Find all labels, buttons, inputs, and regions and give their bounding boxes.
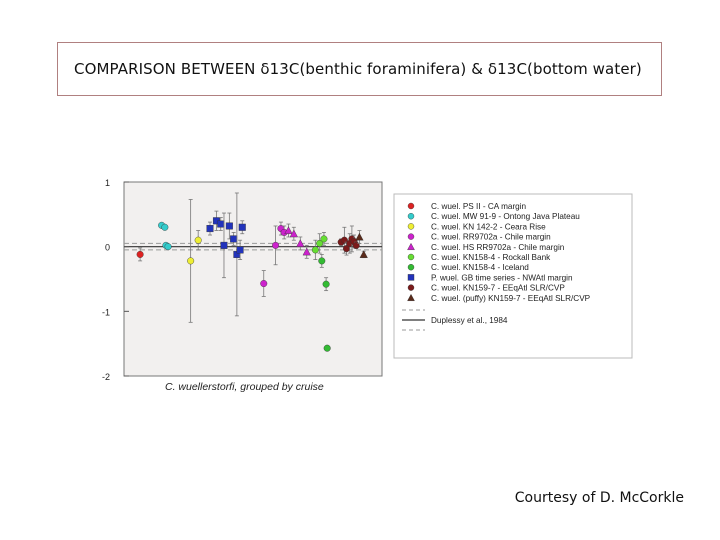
data-point	[322, 280, 330, 288]
legend-entry: C. wuel. RR9702a - Chile margin	[431, 233, 551, 242]
legend-entry: C. wuel. PS II - CA margin	[431, 202, 527, 211]
data-point	[225, 222, 233, 230]
data-point	[206, 225, 214, 233]
data-point	[238, 223, 246, 231]
data-point	[407, 242, 415, 251]
y-tick-label: -2	[102, 372, 110, 382]
data-point	[284, 226, 293, 234]
data-point	[260, 280, 268, 288]
legend-entry: C. wuel. KN158-4 - Rockall Bank	[431, 253, 551, 262]
y-tick-label: -1	[102, 307, 110, 317]
data-point	[407, 202, 415, 210]
legend-entry: C. wuel. MW 91-9 - Ontong Java Plateau	[431, 212, 580, 221]
data-point	[355, 232, 364, 241]
data-point	[318, 257, 326, 265]
data-point	[311, 246, 319, 254]
data-point	[407, 233, 415, 240]
data-point	[407, 213, 415, 220]
data-point	[161, 223, 169, 231]
data-point	[407, 223, 415, 230]
data-point	[320, 235, 328, 243]
legend-entry: C. wuel. (puffy) KN159-7 - EEqAtl SLR/CV…	[431, 294, 591, 303]
data-point	[236, 246, 244, 254]
data-point	[323, 344, 331, 352]
legend-entry: C. wuel. HS RR9702a - Chile margin	[431, 243, 565, 252]
legend-entry: P. wuel. GB time series - NWAtl margin	[431, 273, 573, 282]
data-point	[359, 250, 368, 258]
legend-entry: C. wuel. KN158-4 - Iceland	[431, 263, 529, 272]
data-point	[302, 247, 311, 256]
legend-entry: Duplessy et al., 1984	[431, 316, 508, 325]
data-point	[230, 235, 238, 243]
scatter-chart: 1 0 -1 -2 C. wuellerstorfi, grouped by crui…	[102, 178, 633, 393]
data-marks	[136, 192, 368, 352]
chart-figure: 1 0 -1 -2 C. wuellerstorfi, grouped by crui…	[80, 170, 640, 400]
slide-title: COMPARISON BETWEEN δ13C(benthic foramini…	[74, 60, 642, 78]
data-point	[407, 284, 415, 291]
plot-area-background	[123, 181, 383, 377]
data-point	[296, 239, 305, 247]
legend-entry: C. wuel. KN159-7 - EEqAtl SLR/CVP	[431, 284, 565, 293]
y-tick-label: 0	[105, 243, 110, 253]
legend-box	[393, 193, 633, 359]
data-point	[217, 220, 225, 228]
data-point	[220, 241, 228, 249]
x-axis-label: C. wuellerstorfi, grouped by cruise	[165, 381, 324, 393]
credit-text: Courtesy of D. McCorkle	[514, 490, 684, 506]
data-point	[272, 241, 280, 249]
data-point	[187, 257, 195, 265]
data-point	[407, 293, 415, 302]
data-point	[407, 274, 415, 281]
y-axis: 1 0 -1 -2	[102, 178, 129, 382]
data-point	[316, 239, 324, 247]
data-point	[407, 263, 415, 271]
data-point	[407, 253, 415, 261]
y-tick-label: 1	[105, 178, 110, 188]
title-box: COMPARISON BETWEEN δ13C(benthic foramini…	[57, 42, 662, 96]
data-point	[164, 243, 172, 251]
data-point	[194, 236, 202, 244]
legend-entry: C. wuel. KN 142-2 - Ceara Rise	[431, 222, 546, 231]
data-point	[289, 229, 298, 238]
data-point	[136, 250, 144, 258]
